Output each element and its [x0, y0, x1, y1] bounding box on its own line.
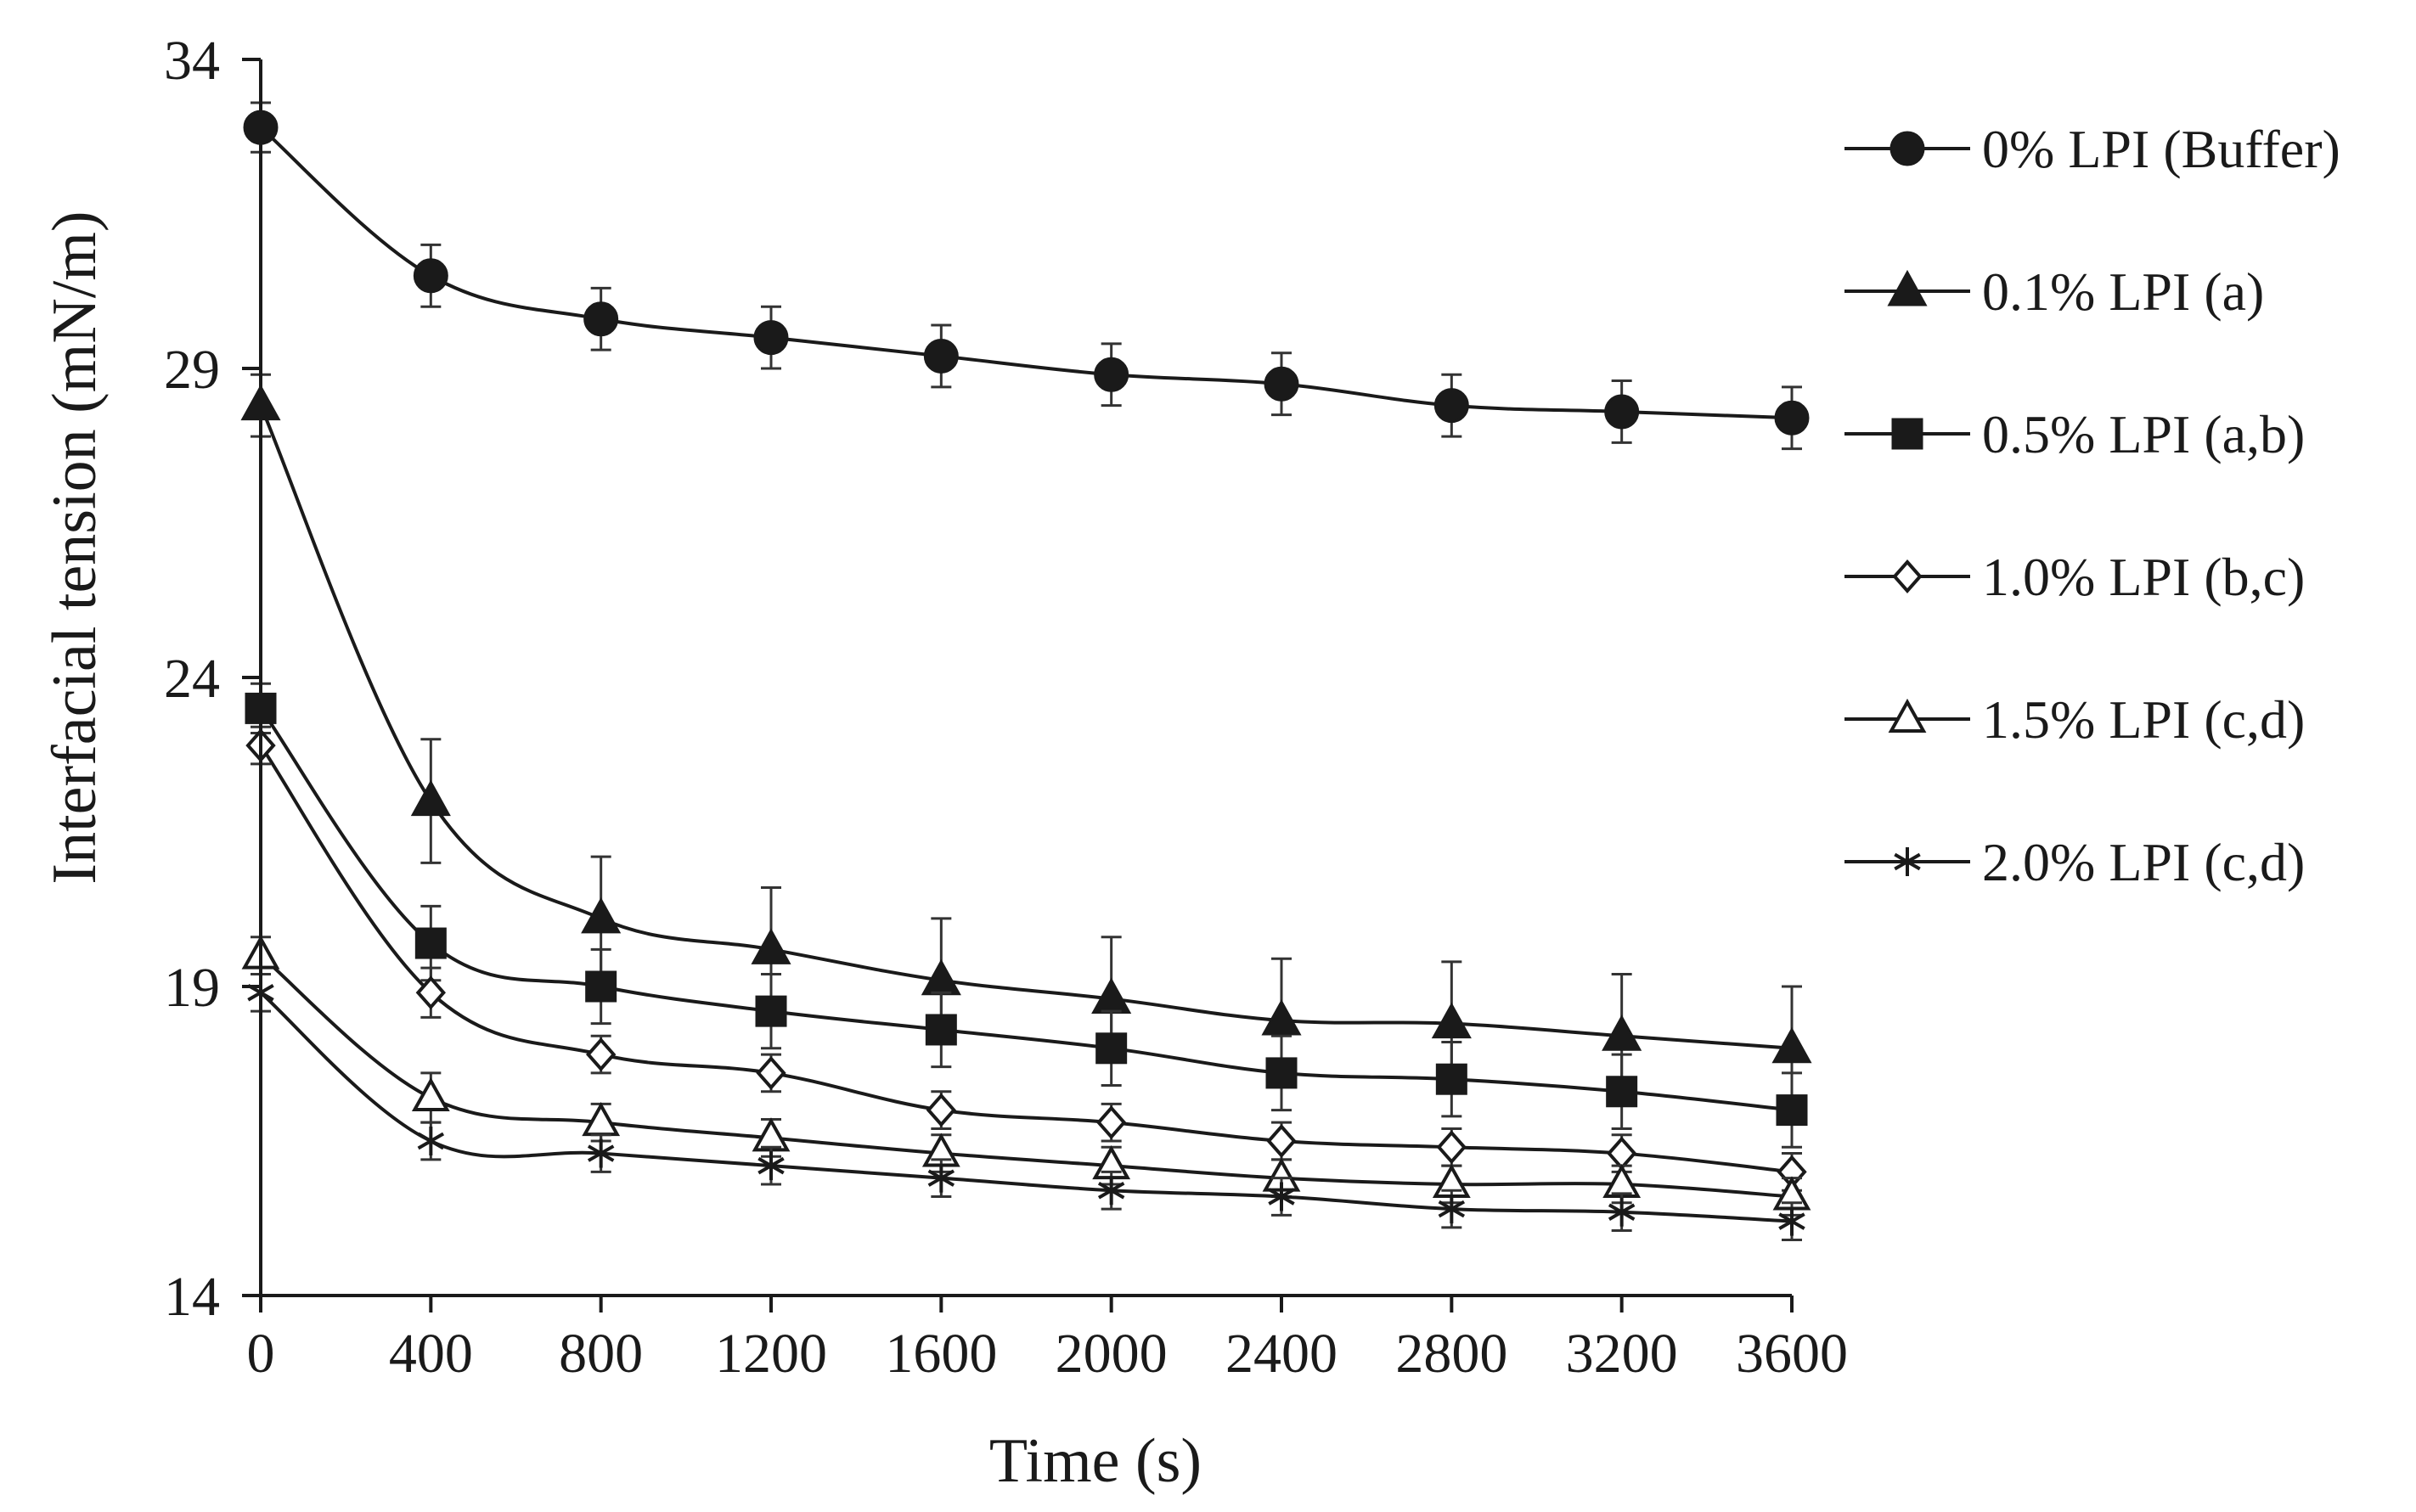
- data-point: [417, 1127, 445, 1155]
- legend-marker: [1887, 269, 1928, 306]
- x-tick-label: 1600: [885, 1323, 997, 1385]
- legend-label: 1.5% LPI (c,d): [1982, 689, 2305, 750]
- data-point: [583, 301, 619, 337]
- data-point: [411, 1076, 450, 1112]
- data-point: [926, 1093, 957, 1127]
- data-point: [1266, 1123, 1297, 1159]
- legend-label: 0% LPI (Buffer): [1982, 119, 2340, 179]
- x-tick-label: 2400: [1225, 1323, 1338, 1385]
- legend-entry-4: 1.0% LPI (b,c): [1844, 547, 2305, 607]
- data-point: [1436, 1130, 1467, 1165]
- data-point: [1264, 366, 1299, 402]
- legend-entry-5: 1.5% LPI (c,d): [1844, 689, 2305, 750]
- data-point: [1604, 394, 1640, 430]
- data-point: [1435, 1063, 1467, 1095]
- y-tick-label: 29: [164, 339, 220, 401]
- data-point: [1774, 400, 1810, 436]
- legend-marker: [1894, 847, 1921, 876]
- legend-marker: [1888, 698, 1927, 733]
- data-point: [755, 995, 787, 1027]
- x-tick-label: 3200: [1566, 1323, 1678, 1385]
- data-point: [1778, 1206, 1805, 1236]
- data-point: [756, 1055, 786, 1090]
- data-point: [413, 258, 448, 294]
- data-point: [925, 1014, 957, 1046]
- data-point: [1433, 388, 1469, 424]
- data-point: [923, 338, 959, 374]
- series-line: [259, 404, 1793, 1050]
- legend-marker: [1892, 559, 1923, 594]
- data-point: [415, 975, 447, 1010]
- data-point: [1431, 1002, 1472, 1039]
- data-point: [414, 927, 447, 959]
- y-tick-label: 19: [164, 957, 220, 1019]
- data-point: [927, 1163, 955, 1193]
- legend-marker: [1891, 418, 1923, 450]
- series-layer: [240, 101, 1812, 1241]
- y-axis-title: Interfacial tension (mN/m): [40, 211, 110, 884]
- data-point: [1608, 1197, 1636, 1227]
- legend-marker: [1889, 131, 1925, 166]
- data-point: [1261, 998, 1302, 1036]
- data-point: [1602, 1015, 1642, 1051]
- data-point: [1602, 1163, 1642, 1198]
- data-point: [1097, 1176, 1125, 1206]
- legend-entry-1: 0% LPI (Buffer): [1844, 119, 2340, 179]
- axes-layer: Time (s) Interfacial tension (mN/m) 14 19…: [40, 30, 1848, 1496]
- series-line: [259, 744, 1793, 1174]
- x-tick-label: 3600: [1736, 1323, 1848, 1385]
- legend-label: 0.1% LPI (a): [1982, 261, 2264, 322]
- legend-entry-6: 2.0% LPI (c,d): [1844, 832, 2305, 892]
- series-2: [240, 373, 1812, 1112]
- data-point: [1094, 357, 1129, 392]
- data-point: [1771, 1026, 1812, 1064]
- data-point: [1095, 1105, 1127, 1140]
- data-point: [1265, 1057, 1298, 1089]
- series-6: [247, 972, 1805, 1241]
- legend-label: 1.0% LPI (b,c): [1982, 547, 2305, 607]
- legend-entry-3: 0.5% LPI (a,b): [1844, 404, 2305, 464]
- series-4: [245, 725, 1807, 1192]
- data-point: [585, 970, 617, 1003]
- y-tick-label: 34: [164, 30, 220, 92]
- series-3: [245, 682, 1808, 1149]
- legend: 0% LPI (Buffer) 0.1% LPI (a) 0.5% LPI (a,b…: [1844, 119, 2340, 892]
- data-point: [581, 897, 622, 934]
- x-tick-label: 0: [247, 1323, 275, 1385]
- data-point: [1606, 1136, 1637, 1171]
- legend-label: 2.0% LPI (c,d): [1982, 832, 2305, 892]
- data-point: [1268, 1182, 1295, 1211]
- series-line: [259, 954, 1793, 1199]
- data-point: [1776, 1094, 1808, 1127]
- y-tick-label: 24: [164, 648, 220, 710]
- data-point: [1606, 1076, 1638, 1108]
- series-line: [259, 991, 1793, 1223]
- x-tick-label: 1200: [715, 1323, 827, 1385]
- data-point: [410, 779, 451, 817]
- data-point: [757, 1151, 785, 1181]
- series-line: [259, 126, 1793, 420]
- data-point: [751, 928, 791, 964]
- data-point: [753, 320, 789, 356]
- legend-label: 0.5% LPI (a,b): [1982, 404, 2305, 464]
- x-tick-label: 400: [389, 1323, 473, 1385]
- legend-entry-2: 0.1% LPI (a): [1844, 261, 2264, 322]
- x-tick-label: 800: [559, 1323, 643, 1385]
- series-line: [259, 707, 1793, 1112]
- data-point: [1438, 1194, 1466, 1224]
- y-tick-label: 14: [164, 1266, 220, 1328]
- data-point: [585, 1037, 617, 1072]
- x-axis-title: Time (s): [989, 1426, 1202, 1496]
- x-tick-label: 2800: [1395, 1323, 1507, 1385]
- x-tick-label: 2000: [1056, 1323, 1168, 1385]
- series-5: [241, 935, 1811, 1217]
- series-1: [243, 101, 1810, 451]
- data-point: [1095, 1032, 1128, 1065]
- data-point: [587, 1138, 615, 1168]
